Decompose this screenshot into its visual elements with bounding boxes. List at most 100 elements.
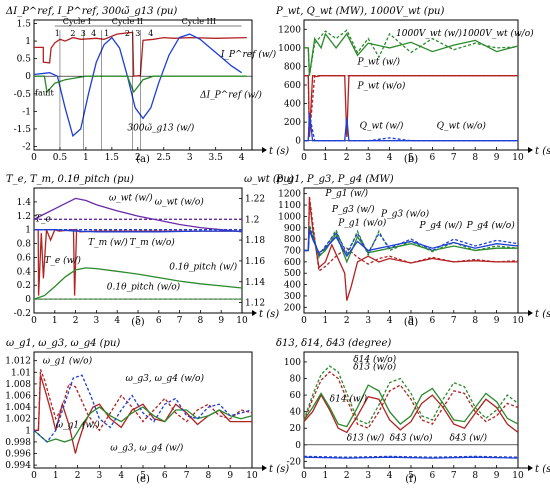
x-tick-label: 4 xyxy=(387,153,393,163)
y-tick-label: 40 xyxy=(290,408,302,418)
label-d14-w: δ14 (w/) xyxy=(330,394,368,405)
x-tick-label: 5 xyxy=(408,316,414,326)
x-tick-label: 6 xyxy=(430,153,436,163)
stage-label: 2 xyxy=(70,29,75,38)
y-tick-label: 700 xyxy=(284,247,301,257)
y-tick-label: 0 xyxy=(295,441,301,451)
x-axis-label-b: t (s) xyxy=(535,146,550,157)
x-axis-arrow-head xyxy=(262,147,267,153)
y-tick-label: 500 xyxy=(284,269,301,279)
panel-b: 0 1 2 3 4 5 6 7 8 9 10 0 200 400 600 800 1000 1200 t (s) P_… xyxy=(275,6,550,165)
x-tick-label: 4 xyxy=(114,316,120,326)
x-tick-label: 5 xyxy=(408,153,414,163)
label-pitch-wo: 0.1θ_pitch (w/o) xyxy=(107,281,181,292)
series-line xyxy=(33,374,253,443)
y-tick-label: 0.2 xyxy=(17,281,31,291)
x-tick-label: 2 xyxy=(344,316,350,326)
y-tick-label: 1.004 xyxy=(5,403,31,413)
x-tick-label: 7 xyxy=(451,153,457,163)
y-tick-label: 1.012 xyxy=(5,357,31,367)
x-tick-label: 4 xyxy=(387,471,393,481)
x-tick-label: 0 xyxy=(301,153,307,163)
stage-label: 2 xyxy=(125,29,130,38)
series-line xyxy=(34,369,253,432)
y-tick-label: 0.996 xyxy=(5,450,31,460)
label-d13-wo: δ13 (w/o) xyxy=(353,361,396,372)
x-tick-label: 0 xyxy=(31,316,37,326)
x-axis-label-e: t (s) xyxy=(269,464,289,475)
y-tick-label: 0.5 xyxy=(17,55,32,65)
x-tick-label: 7 xyxy=(451,471,457,481)
x-tick-label: 2 xyxy=(73,316,79,326)
y-tick-label: 900 xyxy=(284,224,301,234)
y-tick-label: 0 xyxy=(25,72,31,82)
y-tick-label: 1000 xyxy=(278,44,301,54)
label-d43-w: δ43 (w/) xyxy=(450,433,488,444)
x-axis-label-c: t (s) xyxy=(259,309,279,320)
x-tick-label: 10 xyxy=(246,471,258,481)
y-tick-label: 1.2 xyxy=(17,212,31,222)
y-tick-label: -2 xyxy=(22,142,31,152)
y-tick-label: 1.01 xyxy=(11,368,31,378)
series-line xyxy=(303,393,519,434)
y-tick-label: 1 xyxy=(25,426,31,436)
x-tick-label: 1 xyxy=(52,316,58,326)
y-tick-label: 0.8 xyxy=(17,240,32,250)
label-v-w: 1000V_wt (w/) xyxy=(396,28,462,39)
x-tick-label: 8 xyxy=(472,153,478,163)
stage-label: 1 xyxy=(104,29,109,38)
y-tick-label: 1100 xyxy=(278,201,301,211)
y-tick-label: 600 xyxy=(284,258,301,268)
y-tick-label: 1200 xyxy=(278,190,301,200)
y-right-tick-label: 1.12 xyxy=(245,299,265,309)
label-pg4-wo: P_g4 (w/o) xyxy=(466,220,516,231)
y-tick-label: 0 xyxy=(25,295,31,305)
x-tick-label: 0.5 xyxy=(53,153,68,163)
x-tick-label: 9 xyxy=(227,471,233,481)
series-line xyxy=(303,371,519,429)
label-pg3-wo: P_g3 (w/o) xyxy=(380,208,430,219)
label-g1-w: ω_g1 (w/) xyxy=(56,419,100,430)
panel-title-a: ΔI_P^ref, I_P^ref, 300ω̃_g13 (pu) xyxy=(5,6,177,17)
x-tick-label: 3 xyxy=(97,471,103,481)
x-tick-label: 3 xyxy=(365,153,371,163)
stage-label: 4 xyxy=(91,29,96,38)
label-g34-wo: ω_g3, ω_g4 (w/o) xyxy=(126,373,205,384)
panel-caption-f: (f) xyxy=(405,474,417,485)
x-tick-label: 8 xyxy=(206,471,212,481)
label-tm-wo: T_m (w/o) xyxy=(130,237,176,248)
panel-title-d: P_g1, P_g3, P_g4 (MW) xyxy=(275,174,394,185)
x-tick-label: 0 xyxy=(301,471,307,481)
x-axis-arrow-head xyxy=(252,310,257,316)
x-tick-label: 5 xyxy=(135,316,141,326)
label-diref: ΔI_P^ref (w/) xyxy=(199,89,262,100)
series-line xyxy=(303,455,519,458)
label-te: T_e xyxy=(35,214,51,224)
series-line xyxy=(304,227,519,257)
x-tick-label: 6 xyxy=(430,471,436,481)
series-line xyxy=(304,225,519,259)
series-line xyxy=(304,32,519,76)
x-tick-label: 7 xyxy=(184,471,190,481)
series-line xyxy=(34,31,247,77)
label-wwt-w: ω_wt (w/) xyxy=(109,193,153,204)
x-tick-label: 8 xyxy=(472,316,478,326)
panel-title-f: δ13, δ14, δ43 (degree) xyxy=(276,338,391,349)
y-tick-label: 1.5 xyxy=(17,20,32,30)
x-axis-label-a: t (s) xyxy=(269,146,289,157)
plot-frame-c xyxy=(33,187,243,314)
series-line xyxy=(33,406,253,443)
panel-title-e: ω_g1, ω_g3, ω_g4 (pu) xyxy=(6,338,120,349)
y-tick-label: 80 xyxy=(290,375,302,385)
series-line xyxy=(34,375,252,454)
y-tick-label: 0.998 xyxy=(5,438,31,448)
panel-caption-a: (a) xyxy=(136,154,150,165)
x-tick-label: 10 xyxy=(512,471,524,481)
x-tick-label: 2 xyxy=(344,153,350,163)
right-axis-title-c: ω_wt (pu) xyxy=(244,174,294,185)
series-line xyxy=(304,229,519,258)
x-tick-label: 4 xyxy=(239,153,245,163)
y-tick-label: 600 xyxy=(284,81,301,91)
panel-caption-b: (b) xyxy=(404,154,418,165)
